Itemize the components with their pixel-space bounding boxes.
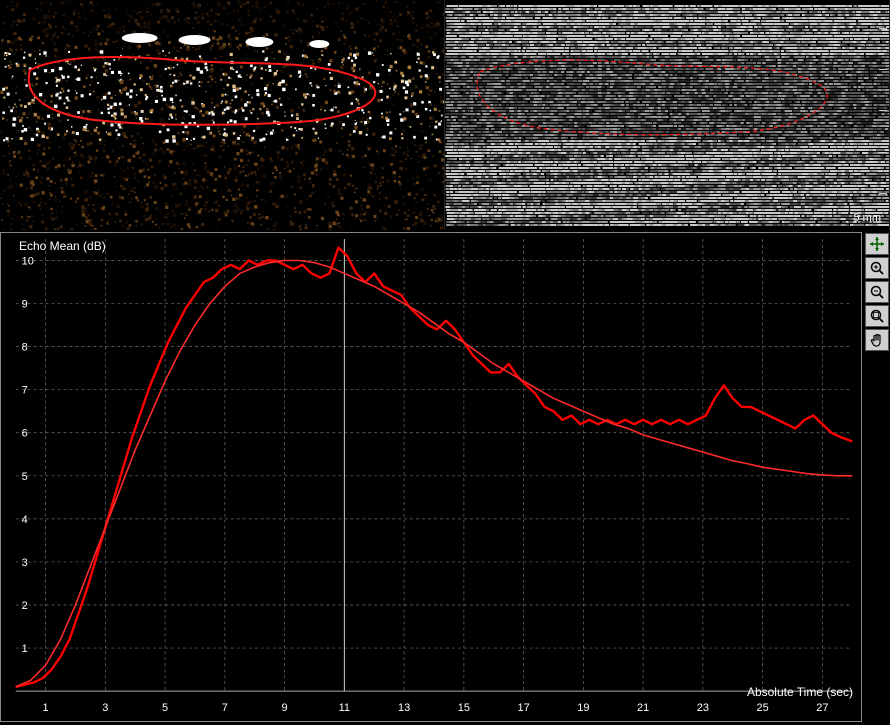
- zoom-out-tool[interactable]: [865, 281, 889, 303]
- zoom-in-tool[interactable]: [865, 257, 889, 279]
- bmode-image: 5 mm: [445, 0, 890, 230]
- depth-ruler: [877, 0, 887, 230]
- time-intensity-chart: Echo Mean (dB) Absolute Time (sec) 13579…: [0, 232, 862, 722]
- scale-label: 5 mm: [854, 212, 882, 224]
- ultrasound-panel: 5 mm: [0, 0, 890, 230]
- pointer-tool[interactable]: [865, 233, 889, 255]
- chart-toolbox: [864, 232, 890, 352]
- pan-tool[interactable]: [865, 329, 889, 351]
- contrast-image: [0, 0, 445, 230]
- x-axis-label: Absolute Time (sec): [747, 685, 853, 699]
- chart-canvas[interactable]: 1357911131517192123252712345678910: [1, 233, 861, 721]
- y-axis-label: Echo Mean (dB): [19, 239, 106, 253]
- zoom-reset-tool[interactable]: [865, 305, 889, 327]
